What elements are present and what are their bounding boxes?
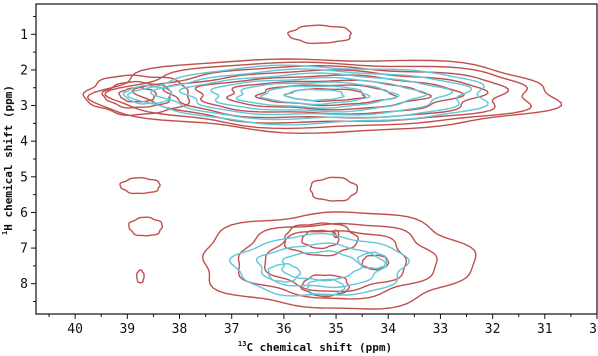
contour-line-cyan-0-6	[283, 88, 345, 102]
x-tick-label: 37	[224, 322, 240, 337]
x-tick-label: 32	[485, 322, 501, 337]
contour-line-red-0-1	[104, 61, 533, 130]
contour-line-cyan-0-3	[210, 76, 428, 113]
contour-line-red-8-1	[301, 229, 340, 250]
x-tick-label: 34	[380, 322, 396, 337]
y-tick-label: 2	[20, 63, 28, 78]
contour-line-cyan-4-0	[267, 263, 302, 283]
contour-line-red-5-0	[136, 269, 145, 284]
x-axis-title-text: C chemical shift (ppm)	[246, 341, 392, 354]
y-axis-title-superscript: 1	[1, 231, 9, 235]
contour-line-cyan-0-0	[126, 64, 489, 126]
y-tick-label: 7	[20, 242, 28, 257]
contour-line-red-0-5	[226, 79, 432, 111]
x-tick-label: 31	[537, 322, 553, 337]
y-tick-label: 1	[20, 28, 28, 43]
y-tick-label: 6	[20, 206, 28, 221]
contour-line-cyan-5-0	[306, 278, 346, 297]
contour-line-red-7-1	[237, 222, 438, 300]
contour-line-red-11-0	[332, 229, 340, 239]
x-axis-ticks: 40 39 38 37 36 35 34 33 32 31 30	[48, 314, 598, 337]
contour-line-cyan-1-0	[122, 84, 173, 105]
contour-line-cyan-0-2	[178, 72, 454, 116]
y-tick-label: 5	[20, 170, 28, 185]
x-tick-label: 38	[172, 322, 188, 337]
contour-line-red-0-2	[131, 65, 510, 124]
x-tick-label: 39	[119, 322, 135, 337]
y-axis-title: 1H chemical shift (ppm)	[1, 85, 15, 235]
contour-line-red-3-0	[119, 177, 161, 195]
y-axis-ticks: 1 2 3 4 5 6 7 8	[20, 15, 36, 303]
x-tick-label: 35	[328, 322, 344, 337]
x-tick-label: 40	[67, 322, 83, 337]
contour-line-cyan-2-1	[255, 242, 388, 289]
contour-line-cyan-0-5	[259, 85, 371, 106]
contour-line-red-0-0	[86, 58, 563, 134]
x-axis-title-superscript: 13	[238, 340, 246, 348]
y-tick-label: 8	[20, 277, 28, 292]
contour-line-red-0-4	[194, 74, 465, 115]
plot-frame	[35, 3, 598, 315]
x-tick-label: 30	[589, 322, 598, 337]
contour-line-cyan-0-4	[235, 81, 400, 109]
contour-line-cyan-3-0	[356, 251, 389, 270]
contour-line-red-8-0	[283, 222, 359, 257]
contour-line-red-1-2	[118, 86, 158, 103]
x-tick-label: 33	[433, 322, 449, 337]
contour-line-cyan-0-1	[150, 68, 473, 121]
y-tick-label: 4	[20, 135, 28, 150]
contour-line-red-7-0	[202, 211, 477, 310]
contour-line-red-6-0	[309, 176, 359, 202]
y-axis-title-text: H chemical shift (ppm)	[2, 85, 15, 231]
contour-line-cyan-2-0	[229, 232, 410, 297]
x-tick-label: 36	[276, 322, 292, 337]
contour-layer	[82, 24, 563, 310]
x-axis-title: 13C chemical shift (ppm)	[238, 340, 392, 354]
contour-line-red-4-0	[128, 216, 164, 237]
contour-line-red-2-0	[287, 24, 352, 45]
y-tick-label: 3	[20, 99, 28, 114]
